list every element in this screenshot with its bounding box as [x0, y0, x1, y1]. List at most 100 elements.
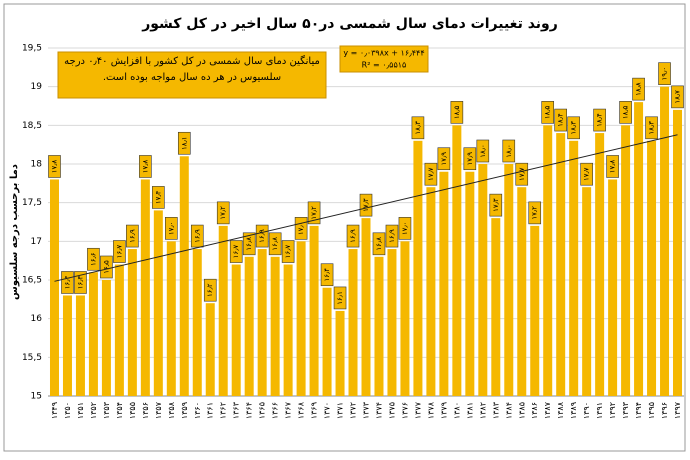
- x-tick-label: ۱۳۶۹: [310, 402, 319, 419]
- x-tick-label: ۱۳۵۰: [63, 402, 72, 419]
- x-tick-label: ۱۳۷۶: [400, 402, 409, 419]
- x-tick-label: ۱۳۹۲: [608, 402, 617, 419]
- x-tick-label: ۱۳۸۰: [452, 402, 461, 419]
- bar: [582, 187, 592, 396]
- value-label-box: [216, 201, 230, 225]
- value-label-box: [113, 240, 126, 263]
- x-tick-label: ۱۳۴۹: [50, 402, 59, 419]
- value-label-box: [658, 62, 671, 85]
- value-label: ۱۷٫۲: [531, 206, 539, 220]
- value-label: ۱۶٫۷: [232, 245, 240, 259]
- x-tick-label: ۱۳۷۰: [323, 402, 332, 419]
- value-label: ۱۸٫۵: [544, 105, 552, 119]
- x-tick-label: ۱۳۸۳: [491, 401, 500, 419]
- value-label-box: [619, 101, 632, 124]
- x-tick-label: ۱۳۶۵: [258, 402, 267, 419]
- bar: [647, 140, 657, 396]
- x-tick-label: ۱۳۷۴: [374, 402, 383, 419]
- value-label: ۱۶٫۴: [323, 268, 331, 282]
- value-label: ۱۶٫۹: [193, 229, 201, 243]
- bar: [478, 164, 488, 396]
- bar: [88, 272, 98, 396]
- x-tick-label: ۱۳۸۶: [530, 402, 539, 419]
- value-label-box: [229, 240, 243, 263]
- bar: [608, 179, 618, 396]
- x-tick-label: ۱۳۶۳: [232, 401, 241, 419]
- bar: [556, 133, 566, 397]
- equation: y = ۰٫۰۳۹۸x + ۱۶٫۴۴۴: [343, 49, 424, 58]
- x-tick-label: ۱۳۶۰: [193, 402, 202, 419]
- value-label: ۱۸٫۸: [635, 82, 643, 96]
- value-label: ۱۸٫۴: [557, 113, 565, 127]
- x-tick-label: ۱۳۷۱: [336, 402, 345, 419]
- bar: [192, 249, 202, 396]
- value-label: ۱۷٫۰: [401, 222, 409, 236]
- value-label: ۱۶٫۱: [336, 291, 344, 305]
- bar: [569, 140, 579, 396]
- y-tick-label: 15: [31, 392, 42, 402]
- x-tick-label: ۱۳۷۲: [349, 402, 358, 419]
- chart-title: روند تغییرات دمای سال شمسی در۵۰ سال اخیر…: [141, 16, 558, 32]
- bar: [530, 225, 540, 396]
- value-label-box: [87, 247, 100, 271]
- value-label: ۱۸٫۳: [414, 121, 422, 135]
- value-label-box: [177, 131, 191, 155]
- x-tick-label: ۱۳۹۱: [595, 402, 604, 419]
- x-tick-label: ۱۳۷۵: [387, 402, 396, 419]
- value-label-box: [255, 224, 269, 248]
- y-axis-label: دما برحسب درجه سلسیوس: [9, 164, 20, 300]
- y-tick-label: 18,5: [22, 121, 42, 131]
- value-label: ۱۶٫۹: [258, 229, 266, 243]
- value-label: ۱۷٫۳: [362, 198, 370, 212]
- value-label: ۱۸٫۴: [596, 113, 604, 127]
- value-label-box: [152, 186, 165, 209]
- bar: [387, 249, 397, 396]
- x-tick-label: ۱۳۵۶: [141, 402, 150, 419]
- bar: [491, 218, 501, 396]
- bar: [322, 287, 332, 396]
- y-tick-label: 15,5: [22, 353, 42, 363]
- bar: [231, 264, 241, 396]
- x-tick-label: ۱۳۵۴: [115, 402, 124, 419]
- value-label-box: [190, 224, 204, 248]
- x-tick-label: ۱۳۹۰: [582, 402, 591, 419]
- value-label-box: [242, 232, 256, 256]
- bar: [166, 241, 176, 396]
- value-label: ۱۷٫۷: [583, 167, 591, 181]
- bar: [361, 218, 371, 396]
- x-tick-label: ۱۳۶۷: [284, 401, 293, 419]
- y-tick-label: 16: [31, 314, 43, 324]
- value-label-box: [398, 217, 412, 240]
- value-label: ۱۶٫۸: [271, 237, 279, 251]
- value-label-box: [100, 255, 113, 279]
- x-tick-label: ۱۳۶۶: [271, 402, 280, 419]
- value-label-box: [372, 232, 386, 256]
- value-label: ۱۶٫۳: [76, 275, 84, 289]
- bar: [426, 187, 436, 396]
- bar: [595, 133, 605, 397]
- value-label: ۱۷٫۴: [154, 190, 162, 204]
- value-label: ۱۷٫۲: [310, 206, 318, 220]
- value-label: ۱۷٫۲: [219, 206, 227, 220]
- value-label: ۱۷٫۰: [297, 222, 305, 236]
- bar: [205, 303, 215, 396]
- value-label: ۱۸٫۱: [180, 136, 188, 150]
- x-tick-label: ۱۳۶۴: [245, 402, 254, 419]
- value-label: ۱۶٫۸: [375, 237, 383, 251]
- x-tick-label: ۱۳۵۹: [180, 402, 189, 419]
- bar: [660, 86, 670, 397]
- bar: [413, 140, 423, 396]
- value-label-box: [165, 217, 178, 240]
- y-tick-label: 19: [31, 82, 43, 92]
- bar: [140, 179, 150, 396]
- bar: [114, 264, 124, 396]
- value-label: ۱۷٫۸: [141, 159, 149, 173]
- value-label-box: [126, 224, 139, 248]
- bar: [621, 125, 631, 396]
- bar: [75, 295, 85, 396]
- bar: [296, 241, 306, 396]
- value-label-box: [424, 162, 438, 186]
- bar: [465, 171, 475, 396]
- bar: [504, 164, 514, 396]
- value-label-box: [632, 77, 645, 101]
